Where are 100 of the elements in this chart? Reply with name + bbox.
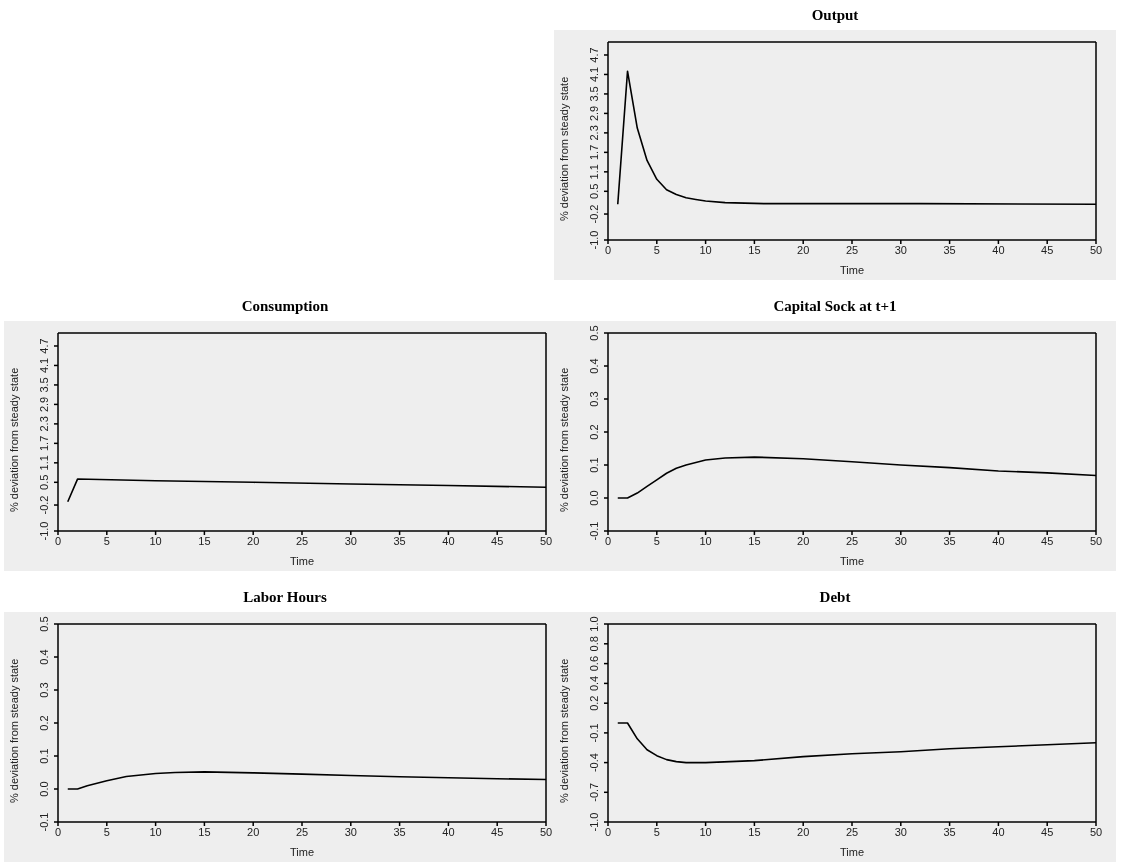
chart-title: Output xyxy=(554,0,1116,30)
x-tick-label: 0 xyxy=(604,534,612,547)
x-tick-label: 15 xyxy=(198,825,211,838)
x-tick-label: 45 xyxy=(1041,534,1054,547)
x-tick-label: 10 xyxy=(149,534,162,547)
y-tick-label: 0.2 xyxy=(588,424,600,440)
x-tick-label: 10 xyxy=(699,243,712,256)
y-tick-label: 3.5 xyxy=(588,86,600,102)
x-tick-label: 20 xyxy=(797,534,810,547)
x-tick-label: 10 xyxy=(149,825,162,838)
x-tick-label: 35 xyxy=(943,825,956,838)
y-tick-label: 0.3 xyxy=(588,391,600,407)
y-axis-title: % deviation from steady state xyxy=(7,367,20,512)
x-tick-label: 40 xyxy=(442,534,455,547)
x-tick-label: 25 xyxy=(845,243,859,256)
y-tick-label: -0.1 xyxy=(588,723,600,743)
x-tick-label: 45 xyxy=(1041,243,1054,256)
x-tick-label: 15 xyxy=(198,534,211,547)
x-axis-title: Time xyxy=(839,846,865,858)
y-tick-label: 0.5 xyxy=(38,616,50,632)
x-tick-label: 35 xyxy=(393,825,406,838)
y-axis-title: % deviation from steady state xyxy=(557,76,570,221)
y-tick-label: 0.4 xyxy=(588,675,600,692)
x-tick-label: 20 xyxy=(797,243,810,256)
x-tick-label: 50 xyxy=(1089,534,1103,547)
y-tick-label: 0.8 xyxy=(588,636,600,652)
y-axis-title: % deviation from steady state xyxy=(557,367,570,512)
y-tick-label: 1.1 xyxy=(588,164,600,180)
x-tick-label: 25 xyxy=(845,825,859,838)
y-tick-label: -0.2 xyxy=(588,204,600,224)
x-tick-label: 30 xyxy=(894,534,907,547)
y-tick-label: 0.4 xyxy=(38,649,50,665)
x-axis-title: Time xyxy=(289,555,315,567)
x-tick-label: 5 xyxy=(103,534,110,547)
y-tick-label: -0.1 xyxy=(38,812,50,832)
x-tick-label: 45 xyxy=(491,534,504,547)
y-tick-label: 2.9 xyxy=(38,396,50,413)
x-tick-label: 50 xyxy=(1089,825,1103,838)
x-tick-label: 45 xyxy=(1041,825,1054,838)
y-tick-label: 0.3 xyxy=(38,682,50,698)
x-tick-label: 20 xyxy=(247,534,260,547)
x-tick-label: 20 xyxy=(797,825,810,838)
x-tick-label: 0 xyxy=(604,243,612,256)
x-tick-label: 5 xyxy=(653,243,660,256)
x-tick-label: 40 xyxy=(992,534,1005,547)
x-tick-label: 15 xyxy=(748,243,761,256)
y-tick-label: 0.2 xyxy=(588,695,600,711)
y-tick-label: -1.0 xyxy=(588,812,600,832)
chart-title: Capital Sock at t+1 xyxy=(554,291,1116,321)
x-tick-label: 40 xyxy=(992,243,1005,256)
y-tick-label: 2.3 xyxy=(588,125,600,141)
y-tick-label: -0.1 xyxy=(588,521,600,541)
y-tick-label: 1.7 xyxy=(588,144,600,161)
x-tick-label: 15 xyxy=(748,825,761,838)
x-tick-label: 45 xyxy=(491,825,504,838)
y-tick-label: 4.1 xyxy=(588,66,600,83)
x-tick-label: 10 xyxy=(699,534,712,547)
x-tick-label: 20 xyxy=(247,825,260,838)
x-tick-label: 30 xyxy=(344,534,357,547)
x-tick-label: 40 xyxy=(992,825,1005,838)
y-tick-label: 0.2 xyxy=(38,715,50,731)
y-tick-label: 0.5 xyxy=(588,325,600,341)
y-tick-label: 2.3 xyxy=(38,416,50,432)
x-tick-label: 50 xyxy=(539,534,553,547)
chart-title: Labor Hours xyxy=(4,582,566,612)
x-tick-label: 40 xyxy=(442,825,455,838)
y-tick-label: 0.5 xyxy=(588,183,600,199)
x-axis-title: Time xyxy=(839,264,865,276)
x-tick-label: 0 xyxy=(54,534,62,547)
x-tick-label: 10 xyxy=(699,825,712,838)
y-tick-label: 3.5 xyxy=(38,377,50,393)
x-tick-label: 30 xyxy=(894,243,907,256)
y-tick-label: 0.4 xyxy=(588,358,600,374)
x-axis-title: Time xyxy=(839,555,865,567)
y-tick-label: 2.9 xyxy=(588,105,600,122)
y-axis-title: % deviation from steady state xyxy=(557,658,570,803)
x-tick-label: 15 xyxy=(748,534,761,547)
x-tick-label: 5 xyxy=(653,534,660,547)
x-tick-label: 35 xyxy=(393,534,406,547)
x-tick-label: 25 xyxy=(295,534,309,547)
x-tick-label: 0 xyxy=(54,825,62,838)
y-tick-label: 4.7 xyxy=(38,338,50,354)
x-tick-label: 25 xyxy=(845,534,859,547)
x-tick-label: 50 xyxy=(1089,243,1103,256)
y-tick-label: 0.5 xyxy=(38,474,50,490)
x-tick-label: 0 xyxy=(604,825,612,838)
y-tick-label: 4.1 xyxy=(38,357,50,374)
y-tick-label: 0.1 xyxy=(588,457,600,473)
y-tick-label: 0.0 xyxy=(588,490,600,506)
y-tick-label: 0.1 xyxy=(38,748,50,764)
y-tick-label: 1.1 xyxy=(38,455,50,471)
y-tick-label: -1.0 xyxy=(588,230,600,250)
x-tick-label: 35 xyxy=(943,243,956,256)
x-tick-label: 35 xyxy=(943,534,956,547)
x-tick-label: 5 xyxy=(653,825,660,838)
y-tick-label: 1.7 xyxy=(38,435,50,452)
y-tick-label: 0.6 xyxy=(588,655,600,672)
y-tick-label: -1.0 xyxy=(38,521,50,541)
x-tick-label: 5 xyxy=(103,825,110,838)
chart-title: Consumption xyxy=(4,291,566,321)
